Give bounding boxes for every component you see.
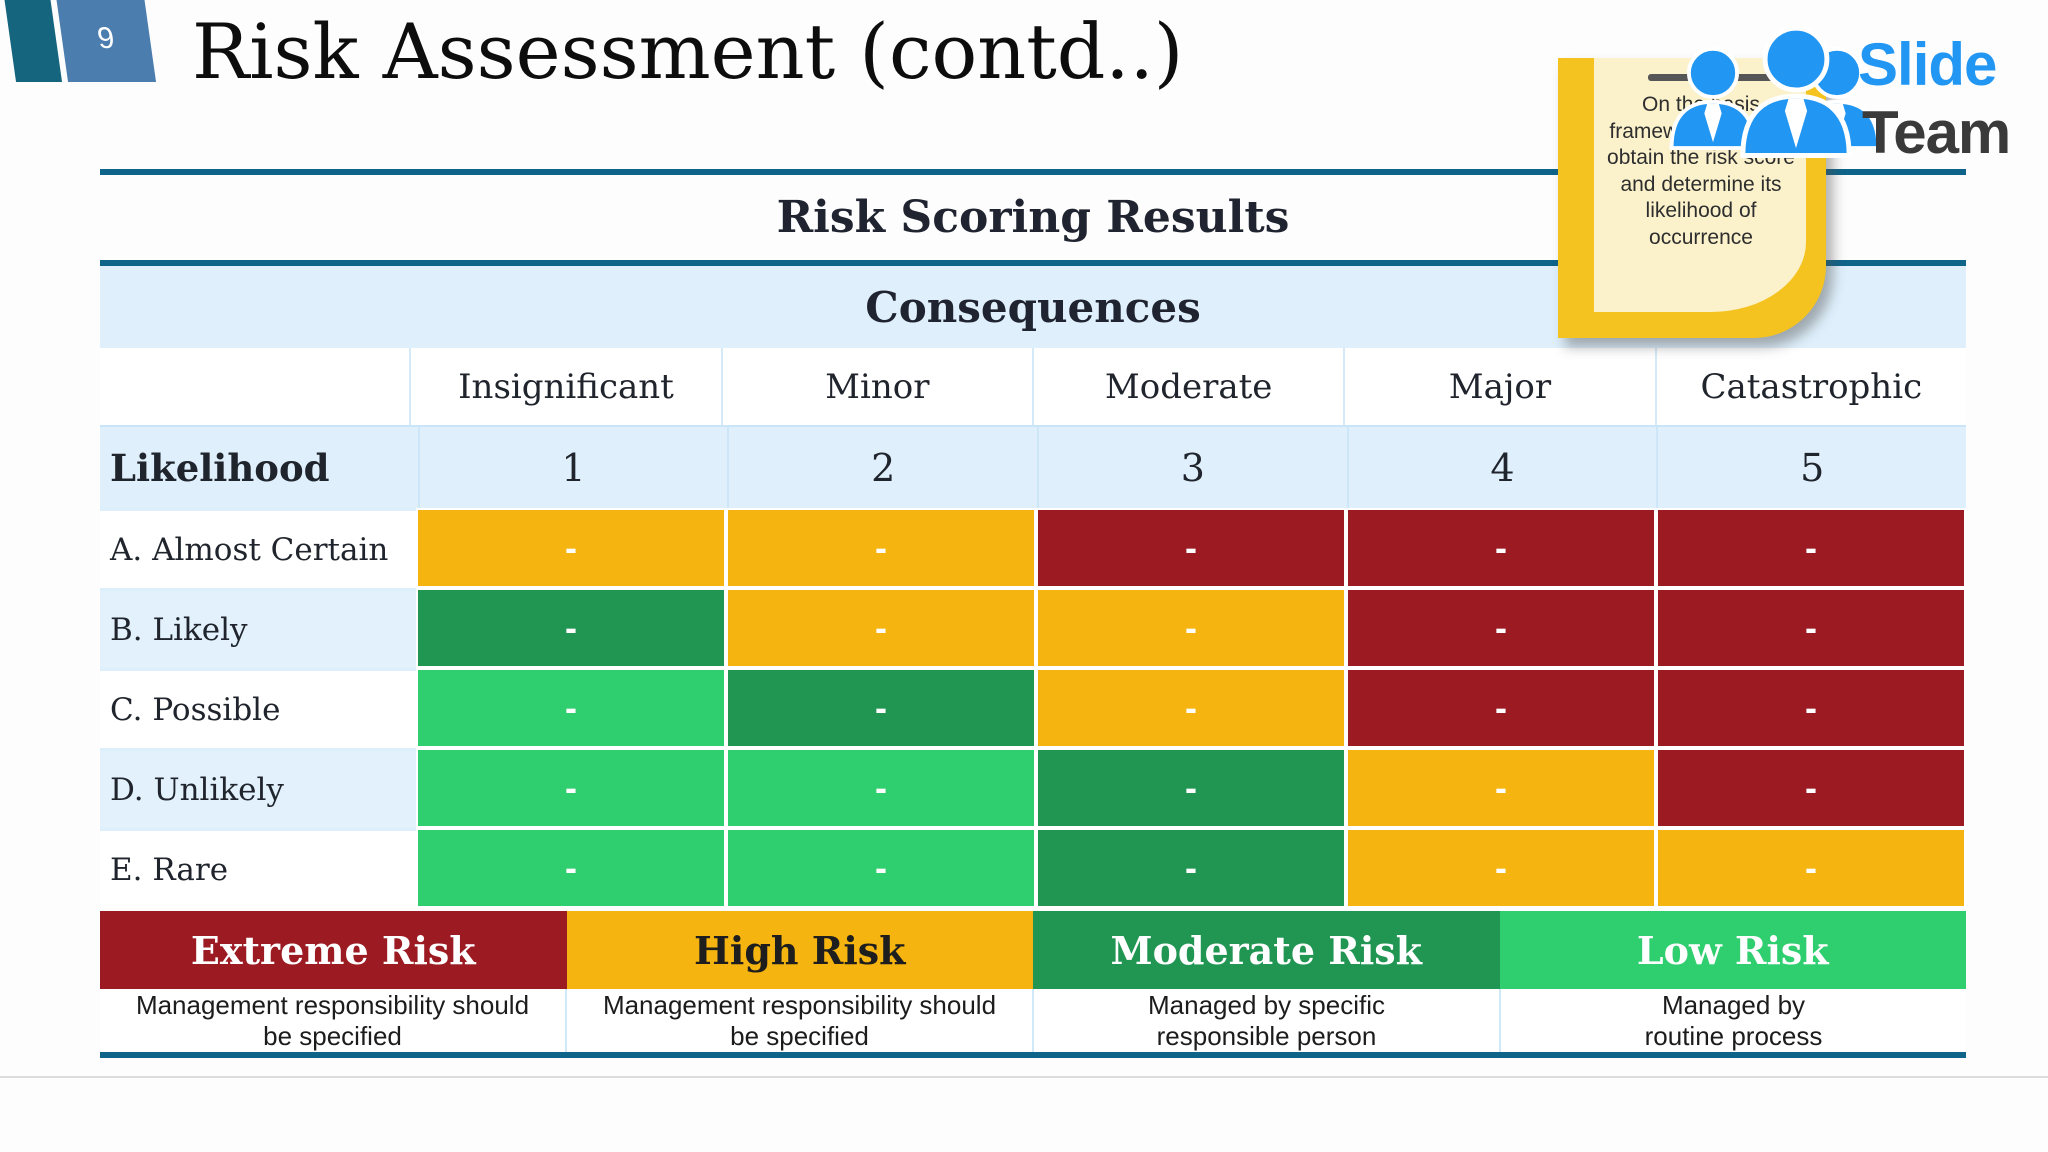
matrix-row: D. Unlikely - - - - - — [100, 748, 1966, 828]
matrix-cell-lightgreen: - — [416, 668, 726, 748]
matrix-row: C. Possible - - - - - — [100, 668, 1966, 748]
matrix-cell-orange: - — [1036, 668, 1346, 748]
likelihood-row-label: C. Possible — [100, 668, 416, 748]
column-number: 4 — [1346, 427, 1657, 508]
logo-team-text: Team — [1862, 99, 2011, 166]
legend-row: Extreme Risk High Risk Moderate Risk Low Ri… — [100, 911, 1966, 989]
footer-divider — [0, 1076, 2048, 1078]
matrix-row: B. Likely - - - - - — [100, 588, 1966, 668]
matrix-cell-orange: - — [1656, 828, 1966, 908]
matrix-cell-orange: - — [416, 508, 726, 588]
legend-description: Management responsibility should be speci… — [135, 989, 530, 1051]
matrix-rows: A. Almost Certain - - - - - B. Likely - - - - - C. P… — [100, 508, 1966, 908]
likelihood-row-label: A. Almost Certain — [100, 508, 416, 588]
logo-slide-text: Slide — [1858, 31, 1997, 98]
column-number: 3 — [1037, 427, 1347, 508]
matrix-cell-red: - — [1656, 508, 1966, 588]
matrix-cell-red: - — [1346, 668, 1656, 748]
matrix-cell-orange: - — [726, 588, 1036, 668]
likelihood-row-label: B. Likely — [100, 588, 416, 668]
matrix-row: E. Rare - - - - - — [100, 828, 1966, 908]
matrix-cell-lightgreen: - — [726, 748, 1036, 828]
corner-cell — [100, 348, 409, 425]
matrix-cell-lightgreen: - — [416, 748, 726, 828]
matrix-cell-orange: - — [1036, 588, 1346, 668]
table-bottom-line — [100, 1052, 1966, 1058]
matrix-cell-lightgreen: - — [726, 828, 1036, 908]
likelihood-row-label: D. Unlikely — [100, 748, 416, 828]
matrix-cell-orange: - — [1346, 748, 1656, 828]
matrix-cell-green: - — [1036, 748, 1346, 828]
legend-cell: Low Risk — [1499, 911, 1966, 989]
legend-description: Managed by routine process — [1499, 989, 1966, 1052]
risk-table: Risk Scoring Results Consequences Insign… — [100, 169, 1966, 1058]
table-title: Risk Scoring Results — [776, 192, 1290, 243]
matrix-cell-orange: - — [1346, 828, 1656, 908]
legend-cell: Moderate Risk — [1033, 911, 1500, 989]
person-icon — [1740, 25, 1852, 158]
matrix-cell-green: - — [726, 668, 1036, 748]
matrix-cell-red: - — [1346, 508, 1656, 588]
matrix-cell-red: - — [1346, 588, 1656, 668]
matrix-cell-lightgreen: - — [416, 828, 726, 908]
page-number-badge: 9 — [55, 0, 157, 82]
column-header: Major — [1343, 348, 1654, 425]
matrix-cell-green: - — [416, 588, 726, 668]
column-number: 5 — [1656, 427, 1966, 508]
matrix-cell-red: - — [1656, 668, 1966, 748]
matrix-row: A. Almost Certain - - - - - — [100, 508, 1966, 588]
matrix-cell-red: - — [1036, 508, 1346, 588]
legend-description: Management responsibility should be speci… — [565, 989, 1032, 1052]
page-badge-accent — [3, 0, 63, 82]
column-number: 1 — [417, 427, 728, 508]
column-header: Catastrophic — [1654, 348, 1966, 425]
table-divider-line — [100, 260, 1966, 266]
column-header: Insignificant — [409, 348, 720, 425]
column-number: 2 — [727, 427, 1037, 508]
table-top-line — [100, 169, 1966, 175]
legend-cell: Extreme Risk — [100, 911, 567, 989]
column-header: Moderate — [1031, 348, 1343, 425]
column-header-row: Insignificant Minor Moderate Major Catas… — [100, 348, 1966, 427]
likelihood-label: Likelihood — [110, 445, 330, 490]
likelihood-row: Likelihood 1 2 3 4 5 — [100, 427, 1966, 508]
matrix-cell-orange: - — [726, 508, 1036, 588]
matrix-cell-red: - — [1656, 748, 1966, 828]
matrix-cell-green: - — [1036, 828, 1346, 908]
legend-description-row: Management responsibility should be speci… — [100, 989, 1966, 1052]
likelihood-row-label: E. Rare — [100, 828, 416, 908]
legend-description: Managed by specific responsible person — [1032, 989, 1499, 1052]
page-title: Risk Assessment (contd..) — [192, 7, 1184, 96]
column-header: Minor — [720, 348, 1032, 425]
matrix-cell-red: - — [1656, 588, 1966, 668]
legend-cell: High Risk — [566, 911, 1033, 989]
page-number: 9 — [95, 22, 117, 55]
